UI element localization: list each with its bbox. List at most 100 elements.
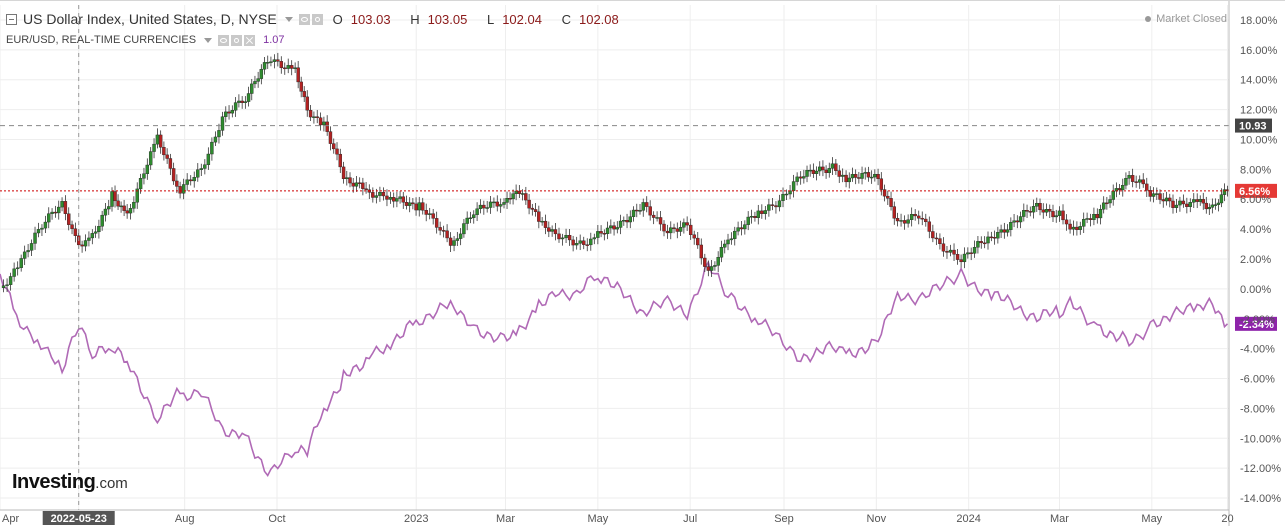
eurusd-last-value-tag: [1235, 316, 1277, 331]
candle-body: [682, 222, 686, 228]
candle-body: [135, 188, 139, 203]
candle-body: [669, 227, 673, 234]
candle-body: [753, 216, 757, 218]
candle-body: [192, 177, 196, 182]
candle-body: [927, 221, 932, 232]
x-tick-label: Jul: [683, 513, 697, 525]
candle-body: [895, 218, 900, 222]
x-tick-label: Apr: [2, 513, 19, 525]
candle-body: [199, 168, 204, 170]
candle-body: [844, 174, 848, 183]
candle-body: [729, 238, 734, 241]
candle-body: [243, 101, 248, 103]
candle-body: [1158, 193, 1162, 200]
candle-body: [404, 202, 409, 206]
candle-body: [475, 208, 479, 215]
candle-body: [100, 214, 104, 227]
candle-body: [1081, 218, 1086, 227]
candle-body: [431, 213, 435, 219]
candle-body: [876, 174, 880, 179]
candle-body: [972, 247, 977, 254]
candle-body: [948, 249, 953, 253]
overlay-layer: 10.93 6.56% -2.34%: [0, 5, 1277, 510]
candle-body: [934, 237, 939, 240]
collapse-legend-icon[interactable]: [6, 13, 17, 25]
candle-body: [920, 217, 924, 220]
candle-body: [537, 211, 541, 222]
candle-body: [784, 193, 789, 196]
candle-body: [1117, 188, 1122, 191]
candle-body: [840, 174, 845, 177]
candle-body: [395, 198, 399, 202]
close-icon[interactable]: [244, 34, 256, 46]
y-tick-label: 8.00%: [1240, 164, 1271, 176]
candle-body: [696, 237, 700, 246]
candle-body: [90, 233, 95, 239]
candle-body: [982, 242, 987, 245]
candle-body: [692, 234, 696, 239]
candle-body: [60, 201, 64, 208]
candle-body: [325, 121, 329, 132]
candle-body: [371, 192, 375, 198]
candle-body: [158, 134, 163, 148]
candle-body: [203, 164, 207, 169]
candle-body: [332, 143, 336, 150]
candle-body: [36, 229, 41, 234]
visibility-icon[interactable]: [298, 13, 310, 25]
candle-body: [492, 201, 496, 204]
candle-body: [543, 220, 548, 228]
candle-body: [602, 233, 607, 235]
crosshair-date-tag: [42, 511, 115, 525]
candle-body: [1035, 203, 1039, 207]
ohlc-values: O 103.03 H 103.05 L 102.04 C 102.08: [333, 12, 635, 27]
candle-body: [1028, 211, 1032, 213]
candle-body: [703, 257, 707, 267]
x-tick-label: Sep: [774, 513, 794, 525]
y-tick-label: 4.00%: [1240, 224, 1271, 236]
candle-body: [1075, 226, 1079, 230]
candle-body: [917, 215, 921, 219]
chevron-down-icon[interactable]: [204, 37, 213, 43]
candle-body: [726, 239, 730, 245]
candle-body: [1005, 229, 1010, 233]
candle-body: [361, 182, 365, 189]
candle-body: [520, 193, 525, 195]
comparison-series-legend: EUR/USD, REAL-TIME CURRENCIES 1.07: [6, 34, 285, 46]
candle-body: [103, 208, 108, 216]
candle-body: [1095, 214, 1100, 219]
candle-body: [132, 201, 136, 209]
candle-body: [1198, 199, 1202, 202]
chevron-down-icon[interactable]: [284, 16, 293, 22]
candle-body: [866, 172, 871, 178]
candle-body: [26, 250, 30, 253]
candle-body: [924, 218, 928, 223]
candle-body: [1188, 202, 1192, 207]
candle-body: [465, 217, 469, 224]
candle-body: [882, 189, 887, 197]
candle-body: [886, 195, 890, 199]
candle-body: [495, 201, 499, 207]
candle-body: [834, 163, 838, 171]
candle-body: [1121, 185, 1125, 191]
candle-body: [743, 224, 747, 230]
open-label: O: [332, 11, 343, 27]
candle-body: [1092, 214, 1096, 220]
gear-icon[interactable]: [311, 13, 323, 25]
gear-icon[interactable]: [231, 34, 243, 46]
candle-body: [354, 182, 359, 187]
candle-body: [547, 227, 551, 232]
candle-body: [955, 254, 960, 260]
market-status-text: Market Closed: [1156, 13, 1227, 25]
candle-body: [385, 195, 389, 200]
candle-body: [781, 193, 785, 201]
candle-body: [67, 213, 71, 225]
visibility-icon[interactable]: [218, 34, 230, 46]
candle-body: [638, 210, 642, 212]
candle-body: [1195, 199, 1199, 202]
investing-logo[interactable]: Investing.com: [12, 471, 128, 494]
candle-body: [1151, 193, 1156, 197]
candle-body: [665, 230, 670, 234]
eurusd-last-value-label: -2.34%: [1239, 319, 1274, 331]
